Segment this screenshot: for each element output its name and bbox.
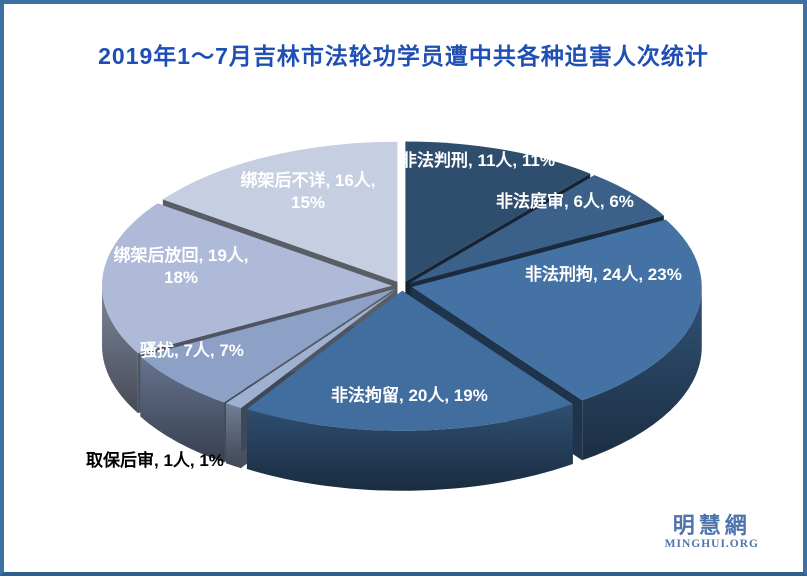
pie-slice-0 xyxy=(405,141,591,282)
slice-label-feifajuliu: 非法拘留, 20人, 19% xyxy=(331,386,488,405)
pie-slice-rim-3 xyxy=(246,404,573,491)
slice-label-qubaohoushen: 取保后审, 1人, 1% xyxy=(86,451,224,470)
slice-label-bangjiafanghui: 绑架后放回, 19人, 18% xyxy=(92,245,270,289)
slice-label-line1: 绑架后放回, 19人, xyxy=(113,246,249,265)
minghui-logo-en: MINGHUI.ORG xyxy=(664,538,759,550)
slice-label-saorao: 骚扰, 7人, 7% xyxy=(140,341,244,360)
minghui-logo: 明慧網 MINGHUI.ORG xyxy=(665,514,759,551)
minghui-logo-cn: 明慧網 xyxy=(672,513,751,538)
pie-slice-rim-5 xyxy=(140,356,225,463)
pie-slice-rim-4 xyxy=(225,403,241,469)
pie-slice-1 xyxy=(409,175,664,283)
slice-label-feifaxingju: 非法刑拘, 24人, 23% xyxy=(525,265,682,284)
slice-label-bangjiabuxiang: 绑架后不详, 16人, 15% xyxy=(219,170,397,214)
slice-label-feifatingshen: 非法庭审, 6人, 6% xyxy=(496,192,634,211)
chart-title: 2019年1～7月吉林市法轮功学员遭中共各种迫害人次统计 xyxy=(98,43,709,69)
pie-slice-rim-6 xyxy=(102,285,138,414)
slice-label-line1: 绑架后不详, 16人, xyxy=(240,171,376,190)
pie-slice-2 xyxy=(411,219,702,401)
pie-slice-3 xyxy=(246,290,573,431)
pie-slice-rim-2 xyxy=(582,287,702,461)
pie-slice-4 xyxy=(225,289,397,409)
pie-slice-5 xyxy=(140,289,395,403)
slice-label-line2: 18% xyxy=(163,268,199,287)
slice-label-feifapanxing: 非法判刑, 11人, 11% xyxy=(400,151,555,170)
pie-chart xyxy=(102,141,702,491)
pie-slice-6 xyxy=(102,203,393,354)
slice-label-line2: 15% xyxy=(290,193,326,212)
pie-slice-7 xyxy=(162,141,398,282)
